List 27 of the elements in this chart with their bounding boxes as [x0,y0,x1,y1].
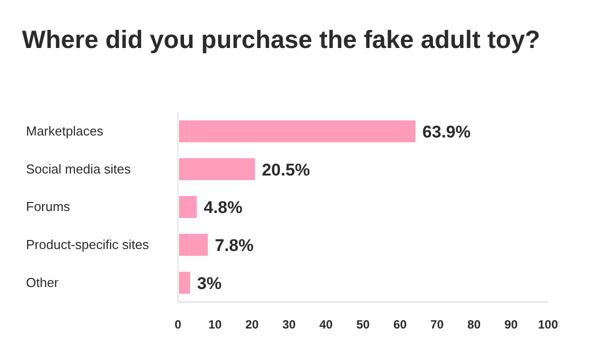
bar [179,120,416,142]
x-tick-label: 20 [245,318,259,332]
y-tick-label: Product-specific sites [26,237,150,252]
x-tick-label: 70 [430,318,444,332]
y-tick-label: Social media sites [26,161,132,176]
bar [179,234,208,256]
bar [179,196,197,218]
data-label: 63.9% [422,122,471,142]
x-tick-label: 90 [504,318,518,332]
bar [179,272,190,294]
x-tick-label: 40 [319,318,333,332]
x-tick-label: 80 [467,318,481,332]
data-label: 20.5% [262,160,310,180]
y-tick-label: Forums [26,199,71,214]
data-label: 3% [197,274,222,293]
y-tick-label: Other [26,274,60,290]
x-tick-label: 50 [356,318,370,332]
x-tick-label: 100 [538,318,558,332]
y-tick-label: Marketplaces [26,123,104,138]
bar [179,158,255,180]
x-tick-label: 10 [208,318,222,332]
x-tick-label: 0 [174,318,182,332]
data-label: 4.8% [204,198,243,218]
x-tick-label: 60 [393,318,407,332]
data-label: 7.8% [214,236,254,255]
chart-title: Where did you purchase the fake adult toy? [22,26,540,54]
x-tick-label: 30 [282,318,296,332]
